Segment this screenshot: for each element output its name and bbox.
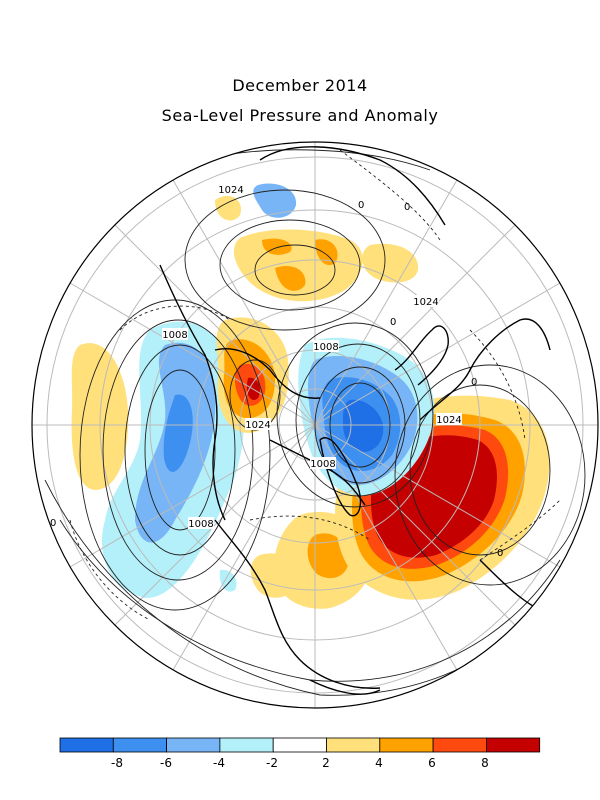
coast-asia-north xyxy=(259,146,446,226)
anomaly-blue-darkest-arctic xyxy=(343,399,384,452)
coast-canada-arctic xyxy=(269,439,366,506)
map-border xyxy=(31,141,599,709)
legend-swatch xyxy=(432,737,487,753)
anomaly-orange-north xyxy=(262,238,338,291)
legend-tick: 6 xyxy=(428,756,436,770)
legend-tick: -2 xyxy=(266,756,278,770)
isobar xyxy=(409,384,551,556)
legend-tick: -8 xyxy=(111,756,123,770)
legend-swatch xyxy=(219,737,274,753)
anomaly-yellow-arctic-east xyxy=(362,243,419,283)
legend-swatch xyxy=(166,737,221,753)
contour-label: 1008 xyxy=(313,342,338,353)
isobar xyxy=(254,244,336,296)
legend-swatch xyxy=(485,737,541,753)
zero-line xyxy=(479,499,561,561)
anomaly-yellow-na xyxy=(250,553,297,598)
isobar xyxy=(219,219,361,311)
contour-label: 0 xyxy=(497,548,503,559)
chart-title: December 2014 xyxy=(232,76,368,95)
coast-europe xyxy=(419,318,551,421)
zero-line xyxy=(339,149,441,241)
isobar xyxy=(329,382,391,468)
contour-label: 1008 xyxy=(188,519,213,530)
legend-tick: 4 xyxy=(375,756,383,770)
coast-caribbean xyxy=(309,679,381,695)
contour-label: 1024 xyxy=(245,420,270,431)
legend-boxes xyxy=(59,737,541,753)
contour-label: 0 xyxy=(358,200,364,211)
legend-tick: -6 xyxy=(160,756,172,770)
contour-label: 0 xyxy=(390,317,396,328)
anomaly-blue-small xyxy=(219,569,237,592)
contour-label-group: 1024 1024 1024 1024 1008 1008 1008 1008 … xyxy=(50,183,503,559)
contour-label: 1008 xyxy=(162,330,187,341)
contour-label: 0 xyxy=(50,518,56,529)
coast-north-america xyxy=(214,519,381,689)
legend-tick: -4 xyxy=(213,756,225,770)
coast-alaska xyxy=(214,348,321,399)
legend-tick: 8 xyxy=(481,756,489,770)
isobar xyxy=(394,364,586,586)
legend-swatch xyxy=(272,737,327,753)
anomaly-orange-atlantic xyxy=(307,533,349,579)
zero-line xyxy=(119,305,231,331)
isobars xyxy=(44,149,586,696)
contour-label: 0 xyxy=(404,202,410,213)
coastlines xyxy=(159,146,551,695)
coast-asia-east xyxy=(159,264,226,521)
isobar xyxy=(276,322,434,508)
anomaly-yellow-top xyxy=(215,195,241,221)
contour-label: 1024 xyxy=(436,415,461,426)
legend-swatch xyxy=(112,737,168,753)
isobar xyxy=(124,344,236,556)
isobar xyxy=(102,319,254,581)
anomaly-blue-deep-pacific xyxy=(163,394,193,472)
legend-ticks: -8 -6 -4 -2 2 4 6 8 xyxy=(111,756,489,770)
isobar xyxy=(184,189,386,331)
anomaly-zero-lines xyxy=(69,149,561,621)
legend-swatch xyxy=(379,737,434,753)
contour-label: 0 xyxy=(471,377,477,388)
zero-line xyxy=(249,515,371,541)
zero-line xyxy=(69,519,151,621)
isobar xyxy=(79,299,271,611)
legend-swatch xyxy=(59,737,114,753)
legend-tick: 2 xyxy=(322,756,330,770)
isobar xyxy=(144,369,216,531)
zero-line xyxy=(469,329,526,441)
anomaly-blue-top xyxy=(253,183,297,218)
contour-label: 1024 xyxy=(413,297,438,308)
contour-label: 1024 xyxy=(218,185,243,196)
contour-label: 1008 xyxy=(310,459,335,470)
coast-greenland xyxy=(319,437,362,517)
chart-subtitle: Sea-Level Pressure and Anomaly xyxy=(161,106,439,125)
coast-scandinavia xyxy=(394,325,449,386)
legend-swatch xyxy=(326,737,381,753)
